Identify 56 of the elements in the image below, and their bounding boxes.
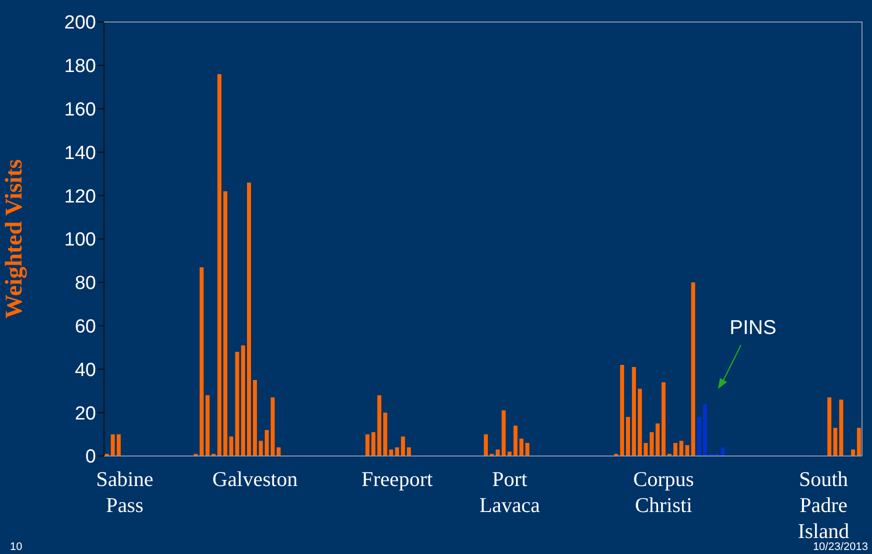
bar xyxy=(851,449,856,456)
y-tick-label: 140 xyxy=(64,142,96,164)
bar xyxy=(241,345,246,456)
bar xyxy=(508,452,512,456)
y-tick-label: 120 xyxy=(64,186,96,208)
bar xyxy=(827,397,832,456)
y-tick-label: 60 xyxy=(74,316,96,338)
bar xyxy=(365,434,370,456)
bar xyxy=(252,380,257,456)
bar xyxy=(217,74,222,456)
bar xyxy=(235,352,240,456)
y-tick-label: 200 xyxy=(64,12,96,34)
bar xyxy=(389,449,394,456)
bar xyxy=(400,436,405,456)
y-tick-label: 100 xyxy=(64,230,96,251)
bar xyxy=(720,447,725,456)
y-tick-label: 80 xyxy=(74,273,96,294)
x-tick-label: Corpus Christi xyxy=(633,467,694,517)
bar xyxy=(673,442,678,456)
x-tick-label: Galveston xyxy=(212,467,298,491)
bar xyxy=(638,388,642,456)
bar xyxy=(206,395,210,456)
bar xyxy=(626,416,630,456)
bar xyxy=(276,447,281,456)
y-tick-label: 180 xyxy=(64,56,96,78)
bar xyxy=(856,428,861,456)
text: 10/23/2013 xyxy=(812,541,868,553)
y-tick-label: 20 xyxy=(74,403,96,424)
bar xyxy=(519,438,524,456)
bar xyxy=(406,447,411,456)
x-tick-label: Sabine Pass xyxy=(96,467,154,517)
annotation: PINS xyxy=(730,317,776,339)
bar xyxy=(247,182,252,456)
bar xyxy=(258,440,263,456)
x-tick-label: Port Lavaca xyxy=(479,467,541,517)
bar xyxy=(620,364,624,456)
y-tick-label: 0 xyxy=(85,446,96,468)
bar xyxy=(703,404,707,456)
bar xyxy=(662,382,666,456)
bar xyxy=(484,434,488,456)
y-tick-label: 160 xyxy=(64,100,96,121)
bar xyxy=(502,410,506,456)
x-tick-label: South Padre Island xyxy=(798,467,850,543)
bar xyxy=(514,426,518,456)
bar xyxy=(371,432,376,456)
text: 10 xyxy=(10,541,22,553)
bar xyxy=(656,423,660,456)
bar xyxy=(525,442,530,456)
bar xyxy=(395,447,400,456)
bar xyxy=(697,416,702,456)
y-tick-label: 40 xyxy=(74,360,96,381)
bar xyxy=(632,367,636,456)
bar xyxy=(200,267,204,456)
y-axis-title: Weighted Visits xyxy=(2,159,28,319)
x-tick-label: Freeport xyxy=(362,467,433,491)
bar xyxy=(691,282,696,456)
